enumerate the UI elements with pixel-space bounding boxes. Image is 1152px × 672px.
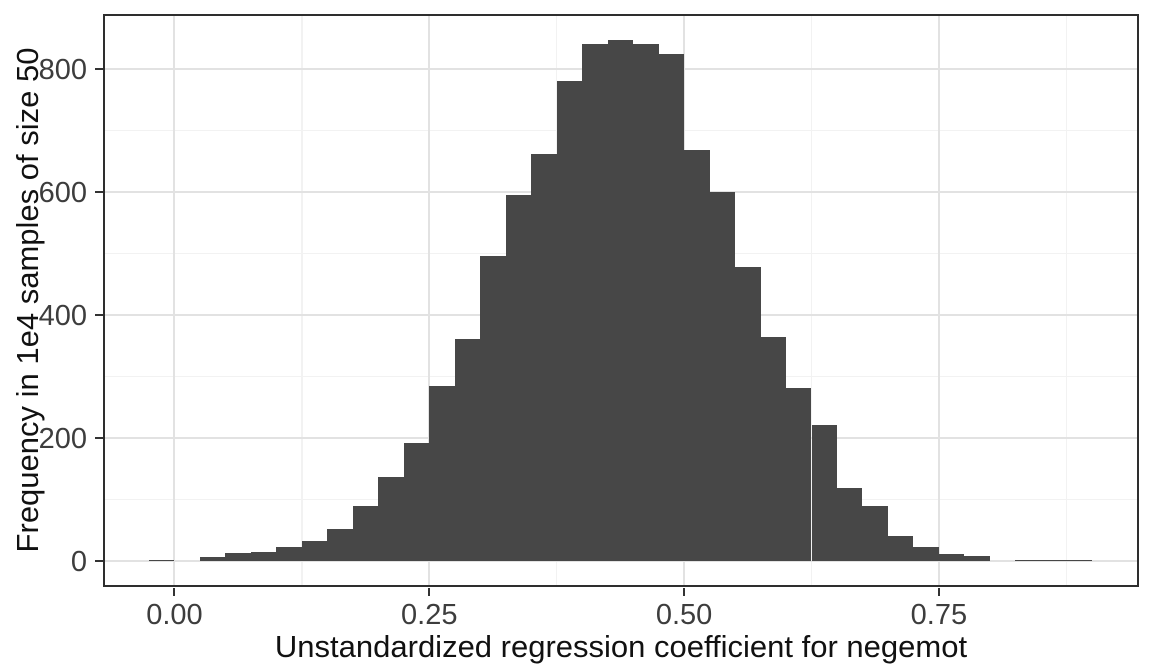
y-tick-label: 200	[38, 422, 87, 455]
histogram-bar	[582, 44, 608, 561]
x-tick-mark	[428, 588, 431, 596]
histogram-bar	[684, 149, 710, 561]
y-tick-label: 0	[70, 545, 87, 578]
x-minor-gridline	[810, 14, 813, 587]
histogram-bar	[429, 385, 455, 561]
histogram-bar	[327, 528, 353, 561]
y-tick-mark	[95, 436, 103, 439]
histogram-bar	[276, 546, 302, 561]
y-tick-mark	[95, 190, 103, 193]
histogram-bar	[1015, 560, 1041, 562]
y-tick-label: 800	[38, 53, 87, 86]
x-axis-title: Unstandardized regression coefficient fo…	[274, 629, 968, 664]
histogram-bar	[250, 551, 277, 561]
histogram-bar	[913, 546, 939, 561]
histogram-bar	[403, 443, 430, 561]
histogram-bar	[658, 53, 685, 561]
x-tick-label: 0.75	[910, 599, 968, 631]
histogram-bar	[887, 535, 914, 561]
y-tick-mark	[95, 559, 103, 562]
histogram-bar	[225, 552, 251, 561]
histogram-bar	[735, 267, 761, 561]
histogram-bar	[633, 44, 659, 561]
plot-panel	[103, 14, 1139, 587]
y-major-gridline	[103, 559, 1139, 562]
histogram-bar	[480, 256, 506, 561]
histogram-bar	[964, 556, 990, 561]
histogram-bar	[454, 339, 481, 561]
x-tick-label: 0.00	[146, 599, 203, 631]
histogram-bar	[301, 540, 328, 561]
x-tick-mark	[937, 588, 940, 596]
y-tick-label: 600	[38, 176, 87, 209]
y-axis-title: Frequency in 1e4 samples of size 50	[10, 47, 45, 553]
histogram-bar	[938, 554, 965, 561]
y-tick-mark	[95, 67, 103, 70]
y-tick-label: 400	[38, 299, 87, 332]
histogram-bar	[760, 337, 786, 561]
x-tick-label: 0.25	[401, 599, 458, 631]
histogram-bar	[709, 192, 736, 561]
x-major-gridline	[173, 14, 176, 587]
x-tick-label: 0.50	[655, 599, 713, 631]
histogram-bar	[556, 81, 583, 561]
x-major-gridline	[428, 14, 431, 587]
histogram-bar	[1040, 560, 1067, 562]
histogram-bar	[1066, 560, 1092, 562]
histogram-bar	[607, 40, 634, 561]
x-minor-gridline	[1065, 14, 1068, 587]
histogram-bar	[352, 505, 379, 561]
histogram-bar	[505, 194, 532, 561]
histogram-bar	[836, 488, 863, 561]
x-tick-mark	[683, 588, 686, 596]
x-minor-gridline	[301, 14, 303, 587]
x-major-gridline	[937, 14, 940, 587]
histogram-bar	[531, 153, 557, 561]
y-tick-mark	[95, 313, 103, 316]
histogram-bar	[199, 557, 226, 561]
histogram-bar	[148, 559, 175, 561]
x-tick-mark	[173, 588, 176, 596]
histogram-bar	[786, 388, 812, 561]
histogram-bar	[378, 477, 404, 561]
histogram-bar	[811, 424, 837, 561]
histogram-bar	[862, 506, 888, 561]
